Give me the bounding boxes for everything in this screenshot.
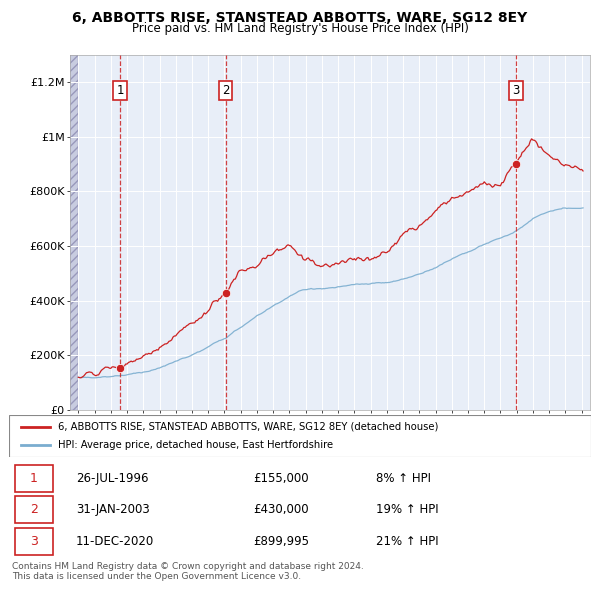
Text: £899,995: £899,995 bbox=[253, 535, 310, 548]
Text: 1: 1 bbox=[30, 472, 38, 485]
Bar bbox=[70, 55, 79, 410]
Text: 2: 2 bbox=[222, 84, 230, 97]
Text: 2: 2 bbox=[30, 503, 38, 516]
FancyBboxPatch shape bbox=[15, 465, 53, 491]
Text: Contains HM Land Registry data © Crown copyright and database right 2024.
This d: Contains HM Land Registry data © Crown c… bbox=[12, 562, 364, 581]
Text: 3: 3 bbox=[512, 84, 520, 97]
Text: 6, ABBOTTS RISE, STANSTEAD ABBOTTS, WARE, SG12 8EY: 6, ABBOTTS RISE, STANSTEAD ABBOTTS, WARE… bbox=[73, 11, 527, 25]
Text: 1: 1 bbox=[116, 84, 124, 97]
Text: 6, ABBOTTS RISE, STANSTEAD ABBOTTS, WARE, SG12 8EY (detached house): 6, ABBOTTS RISE, STANSTEAD ABBOTTS, WARE… bbox=[58, 422, 439, 432]
Text: 19% ↑ HPI: 19% ↑ HPI bbox=[376, 503, 438, 516]
Text: 3: 3 bbox=[30, 535, 38, 548]
FancyBboxPatch shape bbox=[9, 415, 591, 457]
Text: 21% ↑ HPI: 21% ↑ HPI bbox=[376, 535, 438, 548]
Text: 31-JAN-2003: 31-JAN-2003 bbox=[76, 503, 149, 516]
Text: Price paid vs. HM Land Registry's House Price Index (HPI): Price paid vs. HM Land Registry's House … bbox=[131, 22, 469, 35]
FancyBboxPatch shape bbox=[15, 528, 53, 555]
FancyBboxPatch shape bbox=[15, 496, 53, 523]
Text: 8% ↑ HPI: 8% ↑ HPI bbox=[376, 472, 431, 485]
Text: HPI: Average price, detached house, East Hertfordshire: HPI: Average price, detached house, East… bbox=[58, 440, 334, 450]
Text: £430,000: £430,000 bbox=[253, 503, 309, 516]
Text: £155,000: £155,000 bbox=[253, 472, 309, 485]
Text: 11-DEC-2020: 11-DEC-2020 bbox=[76, 535, 154, 548]
Text: 26-JUL-1996: 26-JUL-1996 bbox=[76, 472, 148, 485]
